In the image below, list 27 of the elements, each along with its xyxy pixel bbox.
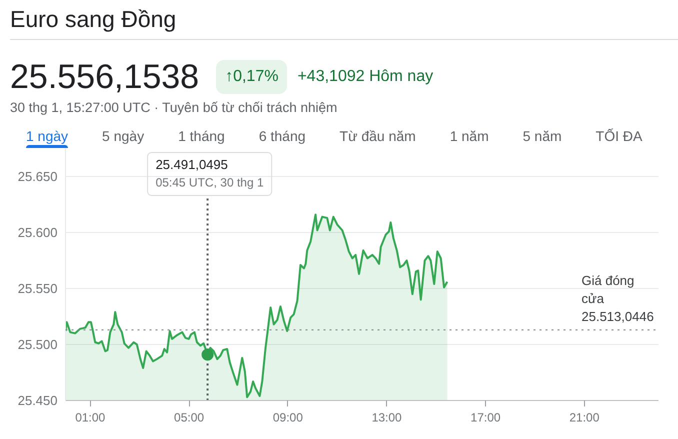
text: 5 ngày (101, 127, 146, 146)
y-tick-label: 25.550 (18, 281, 58, 296)
text: Từ đầu năm (338, 127, 417, 146)
text: +43,1092 Hôm nay (297, 66, 434, 87)
ref-line-label: Giá đóng cửa 25.513,0446 (582, 272, 654, 324)
text: 1 ngày (25, 127, 70, 146)
text: 5 năm (522, 127, 563, 146)
x-tick-label: 05:00 (174, 410, 204, 424)
y-tick-label: 25.500 (18, 337, 58, 352)
y-tick-label: 25.650 (18, 169, 58, 184)
x-tick-label: 17:00 (470, 410, 501, 424)
annotation: 25.491,0495 (156, 157, 228, 172)
annotation: 05:45 UTC, 30 thg 1 (156, 176, 264, 190)
text: TỐI ĐA (594, 127, 644, 146)
x-tick-label: 13:00 (372, 410, 402, 424)
text: 6 tháng (258, 127, 307, 146)
x-tick-label: 21:00 (569, 410, 600, 424)
y-tick-label: 25.450 (18, 393, 58, 408)
chart-title: Euro sang Đồng (10, 5, 176, 34)
text: ↑0,17% (216, 60, 288, 94)
text: 1 năm (448, 127, 490, 146)
y-tick-label: 25.600 (18, 225, 58, 240)
x-tick-label: 01:00 (75, 410, 106, 424)
text: 1 tháng (177, 127, 226, 146)
x-tick-label: 09:00 (272, 410, 304, 424)
text: 30 thg 1, 15:27:00 UTC · Tuyên bố từ chối trách nhiệm (10, 99, 338, 117)
chart-subtitle: 25.556,1538 (10, 56, 200, 98)
